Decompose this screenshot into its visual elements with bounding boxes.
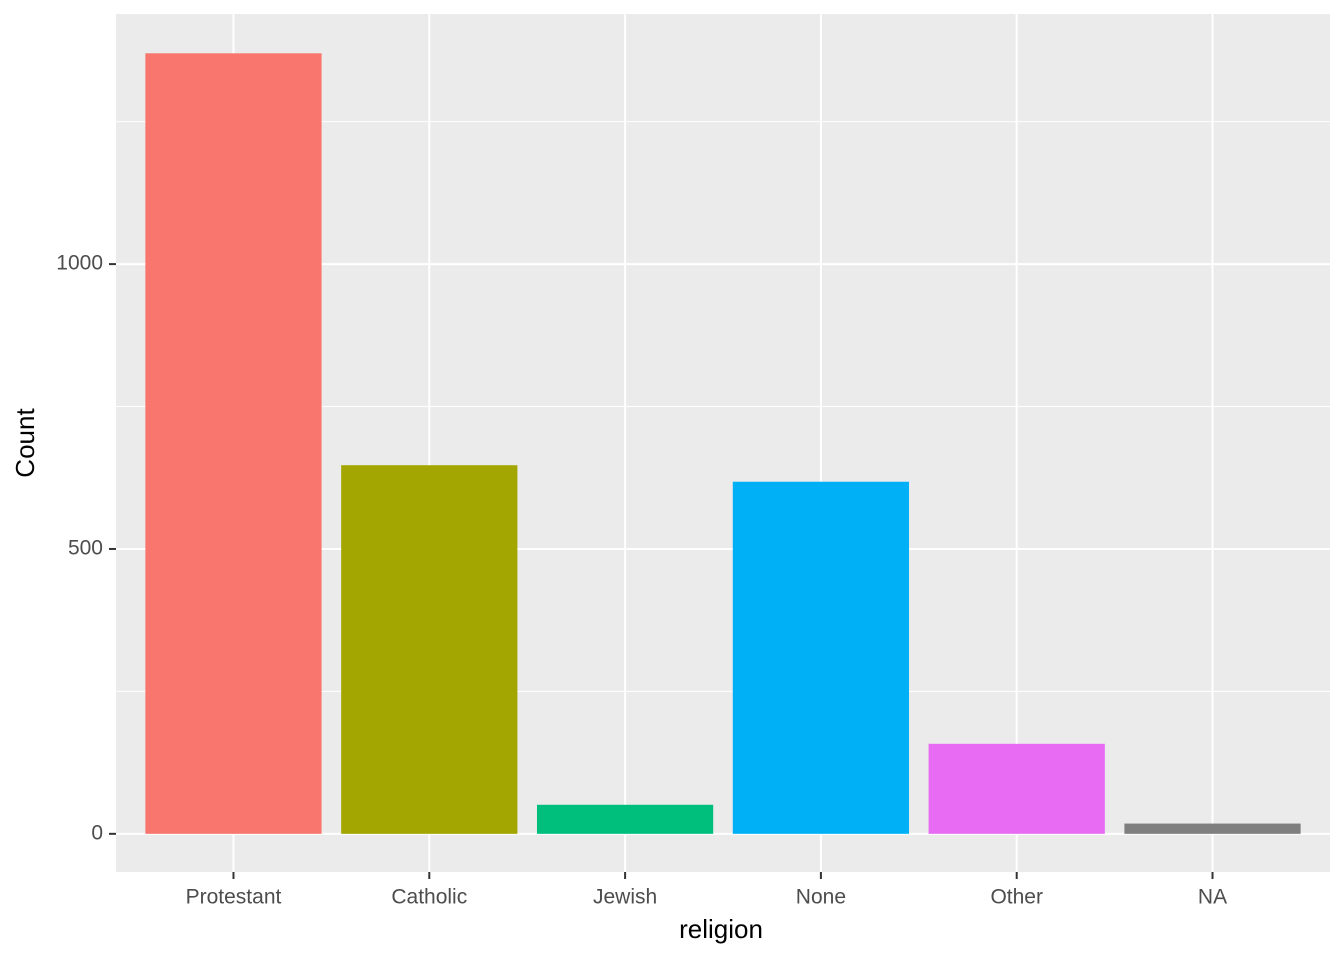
bar (928, 743, 1105, 834)
y-tick-label: 500 (68, 537, 103, 560)
x-axis-title: religion (679, 914, 763, 944)
bar (732, 481, 910, 834)
x-tick-label: None (796, 886, 846, 909)
bar (145, 53, 322, 834)
y-axis-title: Count (10, 408, 40, 478)
x-tick-label: Catholic (391, 886, 467, 909)
x-tick-label: NA (1198, 886, 1227, 909)
bar (341, 465, 518, 834)
bar (1124, 823, 1301, 834)
x-tick-label: Jewish (593, 886, 657, 909)
y-tick-label: 1000 (56, 252, 103, 275)
x-tick-label: Other (990, 886, 1043, 909)
x-tick-label: Protestant (186, 886, 282, 909)
bar (536, 804, 714, 834)
y-tick-label: 0 (91, 821, 103, 844)
